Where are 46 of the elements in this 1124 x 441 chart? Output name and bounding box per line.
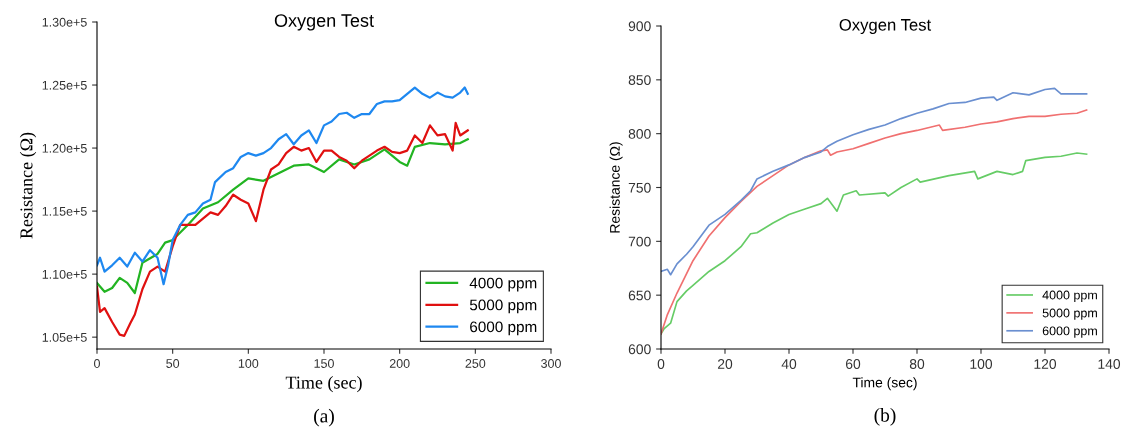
y-axis-title: Resistance (Ω) xyxy=(609,142,623,233)
line-series xyxy=(97,86,469,286)
x-tick-label: 60 xyxy=(845,359,861,369)
x-tick-label: 0 xyxy=(657,359,665,369)
y-tick-label: 750 xyxy=(628,182,651,193)
y-tick-label: 800 xyxy=(628,129,651,139)
x-tick-label: 250 xyxy=(465,359,486,368)
x-tick-label: 120 xyxy=(1034,359,1057,369)
x-tick-label: 20 xyxy=(717,359,733,369)
x-tick-label: 150 xyxy=(314,359,334,368)
y-tick-label: 1.30e+5 xyxy=(42,17,87,27)
y-axis-title: Resistance (Ω) xyxy=(19,132,37,239)
chart-title: Oxygen Test xyxy=(274,14,374,31)
y-tick-label: 850 xyxy=(628,75,651,85)
legend-label: 4000 ppm xyxy=(469,277,537,292)
chart-title: Oxygen Test xyxy=(839,18,932,35)
y-tick-label: 1.20e+5 xyxy=(42,143,87,153)
y-tick-label: 1.15e+5 xyxy=(42,207,87,216)
legend-label: 5000 ppm xyxy=(469,299,537,314)
line-series xyxy=(661,87,1088,276)
x-tick-label: 100 xyxy=(238,359,259,368)
y-tick-label: 650 xyxy=(628,290,651,301)
x-tick-label: 300 xyxy=(541,359,561,368)
x-tick-label: 100 xyxy=(970,359,993,369)
legend-label: 4000 ppm xyxy=(1042,290,1097,302)
y-tick-label: 1.25e+5 xyxy=(42,80,87,90)
x-tick-label: 80 xyxy=(909,359,925,369)
x-tick-label: 200 xyxy=(389,359,410,368)
text: (b) xyxy=(874,408,896,426)
legend-label: 6000 ppm xyxy=(470,321,537,336)
x-tick-label: 140 xyxy=(1098,359,1121,369)
line-series xyxy=(97,121,469,337)
y-tick-label: 900 xyxy=(628,21,651,32)
y-tick-label: 700 xyxy=(628,236,651,247)
text: (a) xyxy=(314,408,334,427)
x-tick-label: 50 xyxy=(166,359,180,368)
legend-label: 6000 ppm xyxy=(1042,326,1097,338)
x-tick-label: 0 xyxy=(94,359,100,368)
legend-label: 5000 ppm xyxy=(1042,308,1097,320)
x-axis-title: Time (sec) xyxy=(852,377,917,391)
y-tick-label: 1.05e+5 xyxy=(42,332,87,342)
y-tick-label: 1.10e+5 xyxy=(42,269,87,279)
y-tick-label: 600 xyxy=(628,344,651,355)
x-tick-label: 40 xyxy=(781,359,797,369)
x-axis-title: Time (sec) xyxy=(285,375,362,393)
line-series xyxy=(97,138,469,295)
